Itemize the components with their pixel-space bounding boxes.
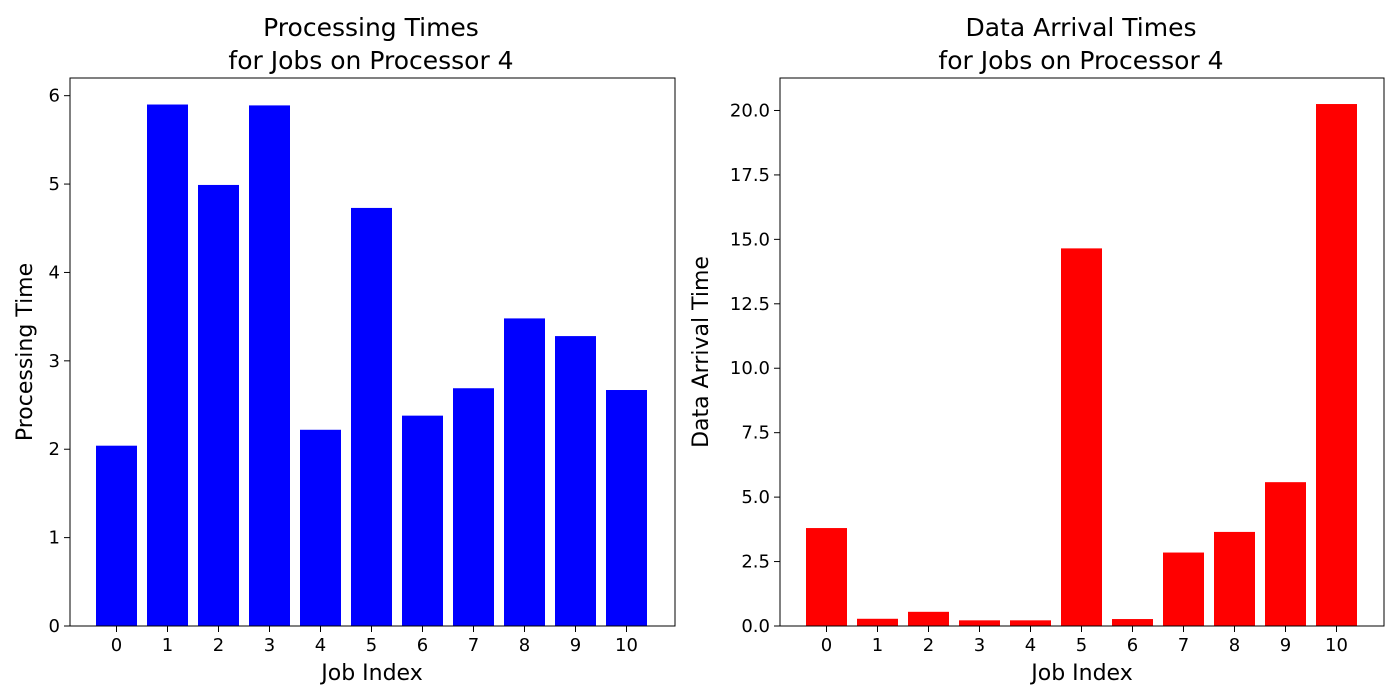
y-tick-label: 4 (49, 262, 60, 283)
bar-job-6 (402, 415, 443, 626)
bar-job-7 (453, 388, 494, 626)
bar-job-10 (1316, 104, 1357, 626)
y-tick-label: 7.5 (741, 423, 770, 444)
x-tick-label: 3 (974, 635, 985, 656)
y-tick-label: 2.5 (741, 552, 770, 573)
bar-job-2 (908, 611, 949, 626)
bar-job-3 (959, 620, 1000, 626)
x-tick-label: 7 (468, 635, 479, 656)
x-axis-ticks: 0 1 2 3 4 5 6 7 8 9 10 (821, 626, 1348, 656)
y-axis-label: Processing Time (13, 263, 38, 441)
x-tick-label: 4 (315, 635, 326, 656)
chart-title-line-2: for Jobs on Processor 4 (228, 46, 513, 75)
y-tick-label: 3 (49, 351, 60, 372)
bar-job-4 (1010, 620, 1051, 626)
y-tick-label: 15.0 (730, 229, 770, 250)
bar-job-10 (606, 390, 647, 626)
bar-group (806, 104, 1357, 626)
x-axis-ticks: 0 1 2 3 4 5 6 7 8 9 10 (111, 626, 638, 656)
bar-job-3 (249, 105, 290, 626)
chart-title-line-1: Processing Times (263, 13, 479, 42)
x-tick-label: 2 (213, 635, 224, 656)
bar-job-9 (555, 336, 596, 626)
bar-group (96, 104, 647, 626)
x-tick-label: 6 (417, 635, 428, 656)
bar-job-5 (351, 207, 392, 626)
chart-title-line-1: Data Arrival Times (965, 13, 1196, 42)
y-tick-label: 2 (49, 439, 60, 460)
y-tick-label: 12.5 (730, 294, 770, 315)
y-tick-label: 0 (49, 616, 60, 637)
bar-job-6 (1112, 619, 1153, 626)
x-tick-label: 10 (1325, 635, 1348, 656)
bar-job-4 (300, 429, 341, 626)
x-axis-label: Job Index (1029, 661, 1132, 686)
bar-job-0 (806, 528, 847, 626)
bar-job-1 (147, 104, 188, 626)
x-tick-label: 5 (366, 635, 377, 656)
y-tick-label: 17.5 (730, 165, 770, 186)
y-tick-label: 5.0 (741, 487, 770, 508)
y-tick-label: 1 (49, 528, 60, 549)
x-tick-label: 9 (1280, 635, 1291, 656)
x-tick-label: 7 (1178, 635, 1189, 656)
chart-title-line-2: for Jobs on Processor 4 (938, 46, 1223, 75)
processing-times-chart: Processing Times for Jobs on Processor 4… (13, 13, 676, 686)
data-arrival-times-chart: Data Arrival Times for Jobs on Processor… (689, 13, 1385, 686)
y-tick-label: 0.0 (741, 616, 770, 637)
x-tick-label: 6 (1127, 635, 1138, 656)
plot-frame (69, 77, 676, 627)
x-tick-label: 5 (1076, 635, 1087, 656)
y-axis-ticks: 0 1 2 3 4 5 6 (49, 86, 70, 637)
x-tick-label: 10 (615, 635, 638, 656)
bar-job-7 (1163, 552, 1204, 626)
bar-job-2 (198, 184, 239, 626)
x-tick-label: 1 (872, 635, 883, 656)
x-tick-label: 0 (111, 635, 122, 656)
x-tick-label: 3 (264, 635, 275, 656)
x-tick-label: 1 (162, 635, 173, 656)
y-tick-label: 20.0 (730, 100, 770, 121)
y-tick-label: 6 (49, 86, 60, 107)
x-tick-label: 9 (570, 635, 581, 656)
x-tick-label: 0 (821, 635, 832, 656)
y-tick-label: 10.0 (730, 358, 770, 379)
y-axis-label: Data Arrival Time (689, 256, 714, 448)
x-tick-label: 8 (519, 635, 530, 656)
x-tick-label: 8 (1229, 635, 1240, 656)
x-axis-label: Job Index (319, 661, 422, 686)
bar-job-1 (857, 618, 898, 626)
y-axis-ticks: 0.0 2.5 5.0 7.5 10.0 12.5 15.0 17.5 20.0 (730, 100, 780, 637)
bar-job-9 (1265, 482, 1306, 626)
bar-job-5 (1061, 248, 1102, 626)
x-tick-label: 4 (1025, 635, 1036, 656)
bar-job-8 (1214, 531, 1255, 626)
bar-job-0 (96, 445, 137, 626)
x-tick-label: 2 (923, 635, 934, 656)
y-tick-label: 5 (49, 174, 60, 195)
bar-job-8 (504, 318, 545, 626)
